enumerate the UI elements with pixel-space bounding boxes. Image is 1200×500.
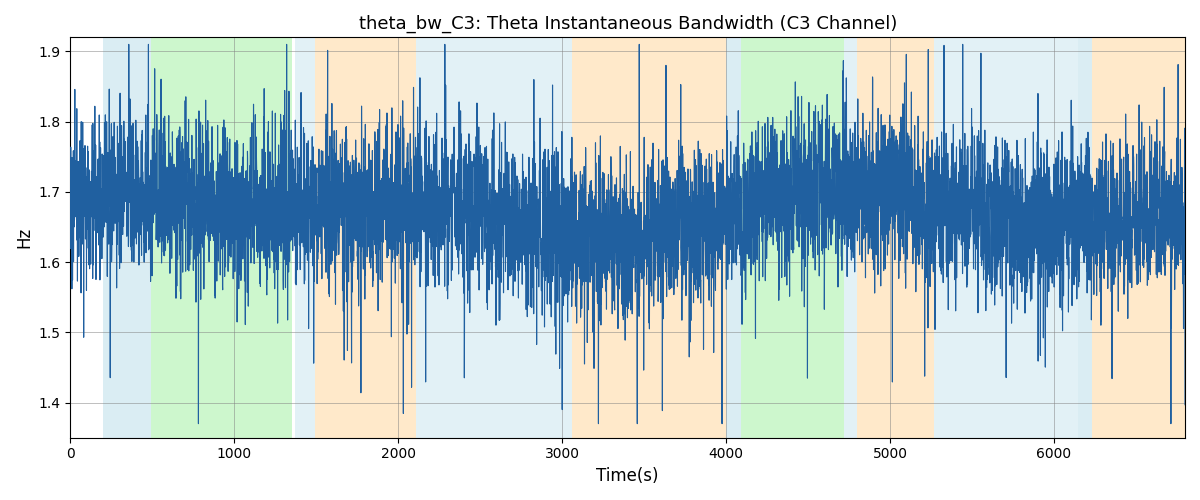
Y-axis label: Hz: Hz [14,227,32,248]
Bar [572,38,726,438]
Title: theta_bw_C3: Theta Instantaneous Bandwidth (C3 Channel): theta_bw_C3: Theta Instantaneous Bandwid… [359,15,896,34]
Bar [295,38,314,438]
Bar [935,38,1079,438]
Bar [726,38,740,438]
Bar [314,38,416,438]
Bar [1079,38,1092,438]
Bar [740,38,844,438]
Bar [857,38,935,438]
X-axis label: Time(s): Time(s) [596,467,659,485]
Bar [151,38,292,438]
Bar [1092,38,1186,438]
Bar [416,38,572,438]
Bar [103,38,151,438]
Bar [844,38,857,438]
